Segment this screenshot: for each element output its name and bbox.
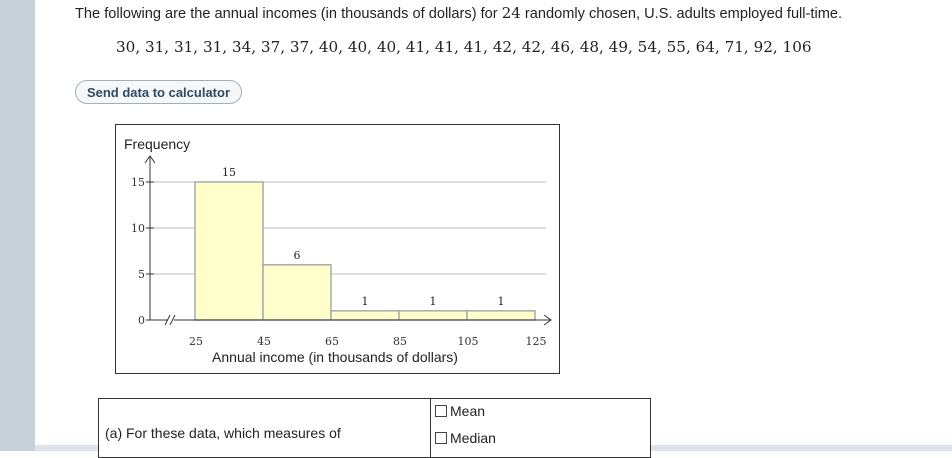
y-axis-arrow-icon [144, 155, 156, 164]
send-data-to-calculator-button[interactable]: Send data to calculator [75, 80, 242, 104]
x-tick-label: 125 [526, 335, 547, 348]
y-tick-label: 10 [131, 222, 145, 235]
option-median[interactable]: Median [435, 430, 496, 446]
y-tick-label: 5 [138, 268, 145, 281]
option-median-label: Median [450, 430, 496, 446]
bar-data-label: 1 [498, 295, 505, 308]
bar-data-label: 15 [222, 166, 236, 179]
x-tick-label: 105 [458, 335, 479, 348]
data-values: 30, 31, 31, 31, 34, 37, 37, 40, 40, 40, … [116, 38, 812, 56]
x-axis-title: Annual income (in thousands of dollars) [212, 349, 458, 365]
axis-break-mark [164, 314, 171, 326]
intro-suffix: randomly chosen, U.S. adults employed fu… [524, 6, 843, 22]
histogram-bar [262, 264, 332, 321]
histogram-bar [330, 310, 400, 321]
left-sidebar-rail [0, 0, 35, 451]
histogram-bar [194, 181, 264, 321]
question-divider [430, 399, 431, 457]
mean-checkbox[interactable] [435, 405, 447, 417]
bar-data-label: 1 [362, 295, 369, 308]
axis-break-mark [169, 314, 176, 326]
x-tick-label: 65 [325, 335, 339, 348]
median-checkbox[interactable] [435, 432, 447, 444]
bar-data-label: 1 [430, 295, 437, 308]
sample-size: 24 [501, 4, 521, 22]
histogram-chart: 15 6 1 1 1 0 5 10 15 25 45 65 85 105 125 Frequency Annua… [115, 124, 560, 374]
option-mean-label: Mean [450, 403, 486, 419]
x-axis-arrow-icon [543, 314, 552, 326]
histogram-bar [398, 310, 468, 321]
histogram-bar [466, 310, 536, 321]
x-tick-label: 85 [393, 335, 407, 348]
question-text: (a) For these data, which measures of [105, 425, 341, 441]
y-tick-label: 0 [138, 314, 145, 327]
y-tick-label: 15 [131, 176, 145, 189]
problem-intro: The following are the annual incomes (in… [75, 4, 842, 22]
intro-prefix: The following are the annual incomes (in… [75, 6, 498, 22]
bar-data-label: 6 [294, 249, 301, 262]
x-tick-label: 45 [257, 335, 271, 348]
x-tick-label: 25 [189, 335, 203, 348]
y-axis-title: Frequency [124, 136, 190, 152]
option-mean[interactable]: Mean [435, 403, 485, 419]
question-panel: (a) For these data, which measures of Me… [98, 398, 651, 458]
